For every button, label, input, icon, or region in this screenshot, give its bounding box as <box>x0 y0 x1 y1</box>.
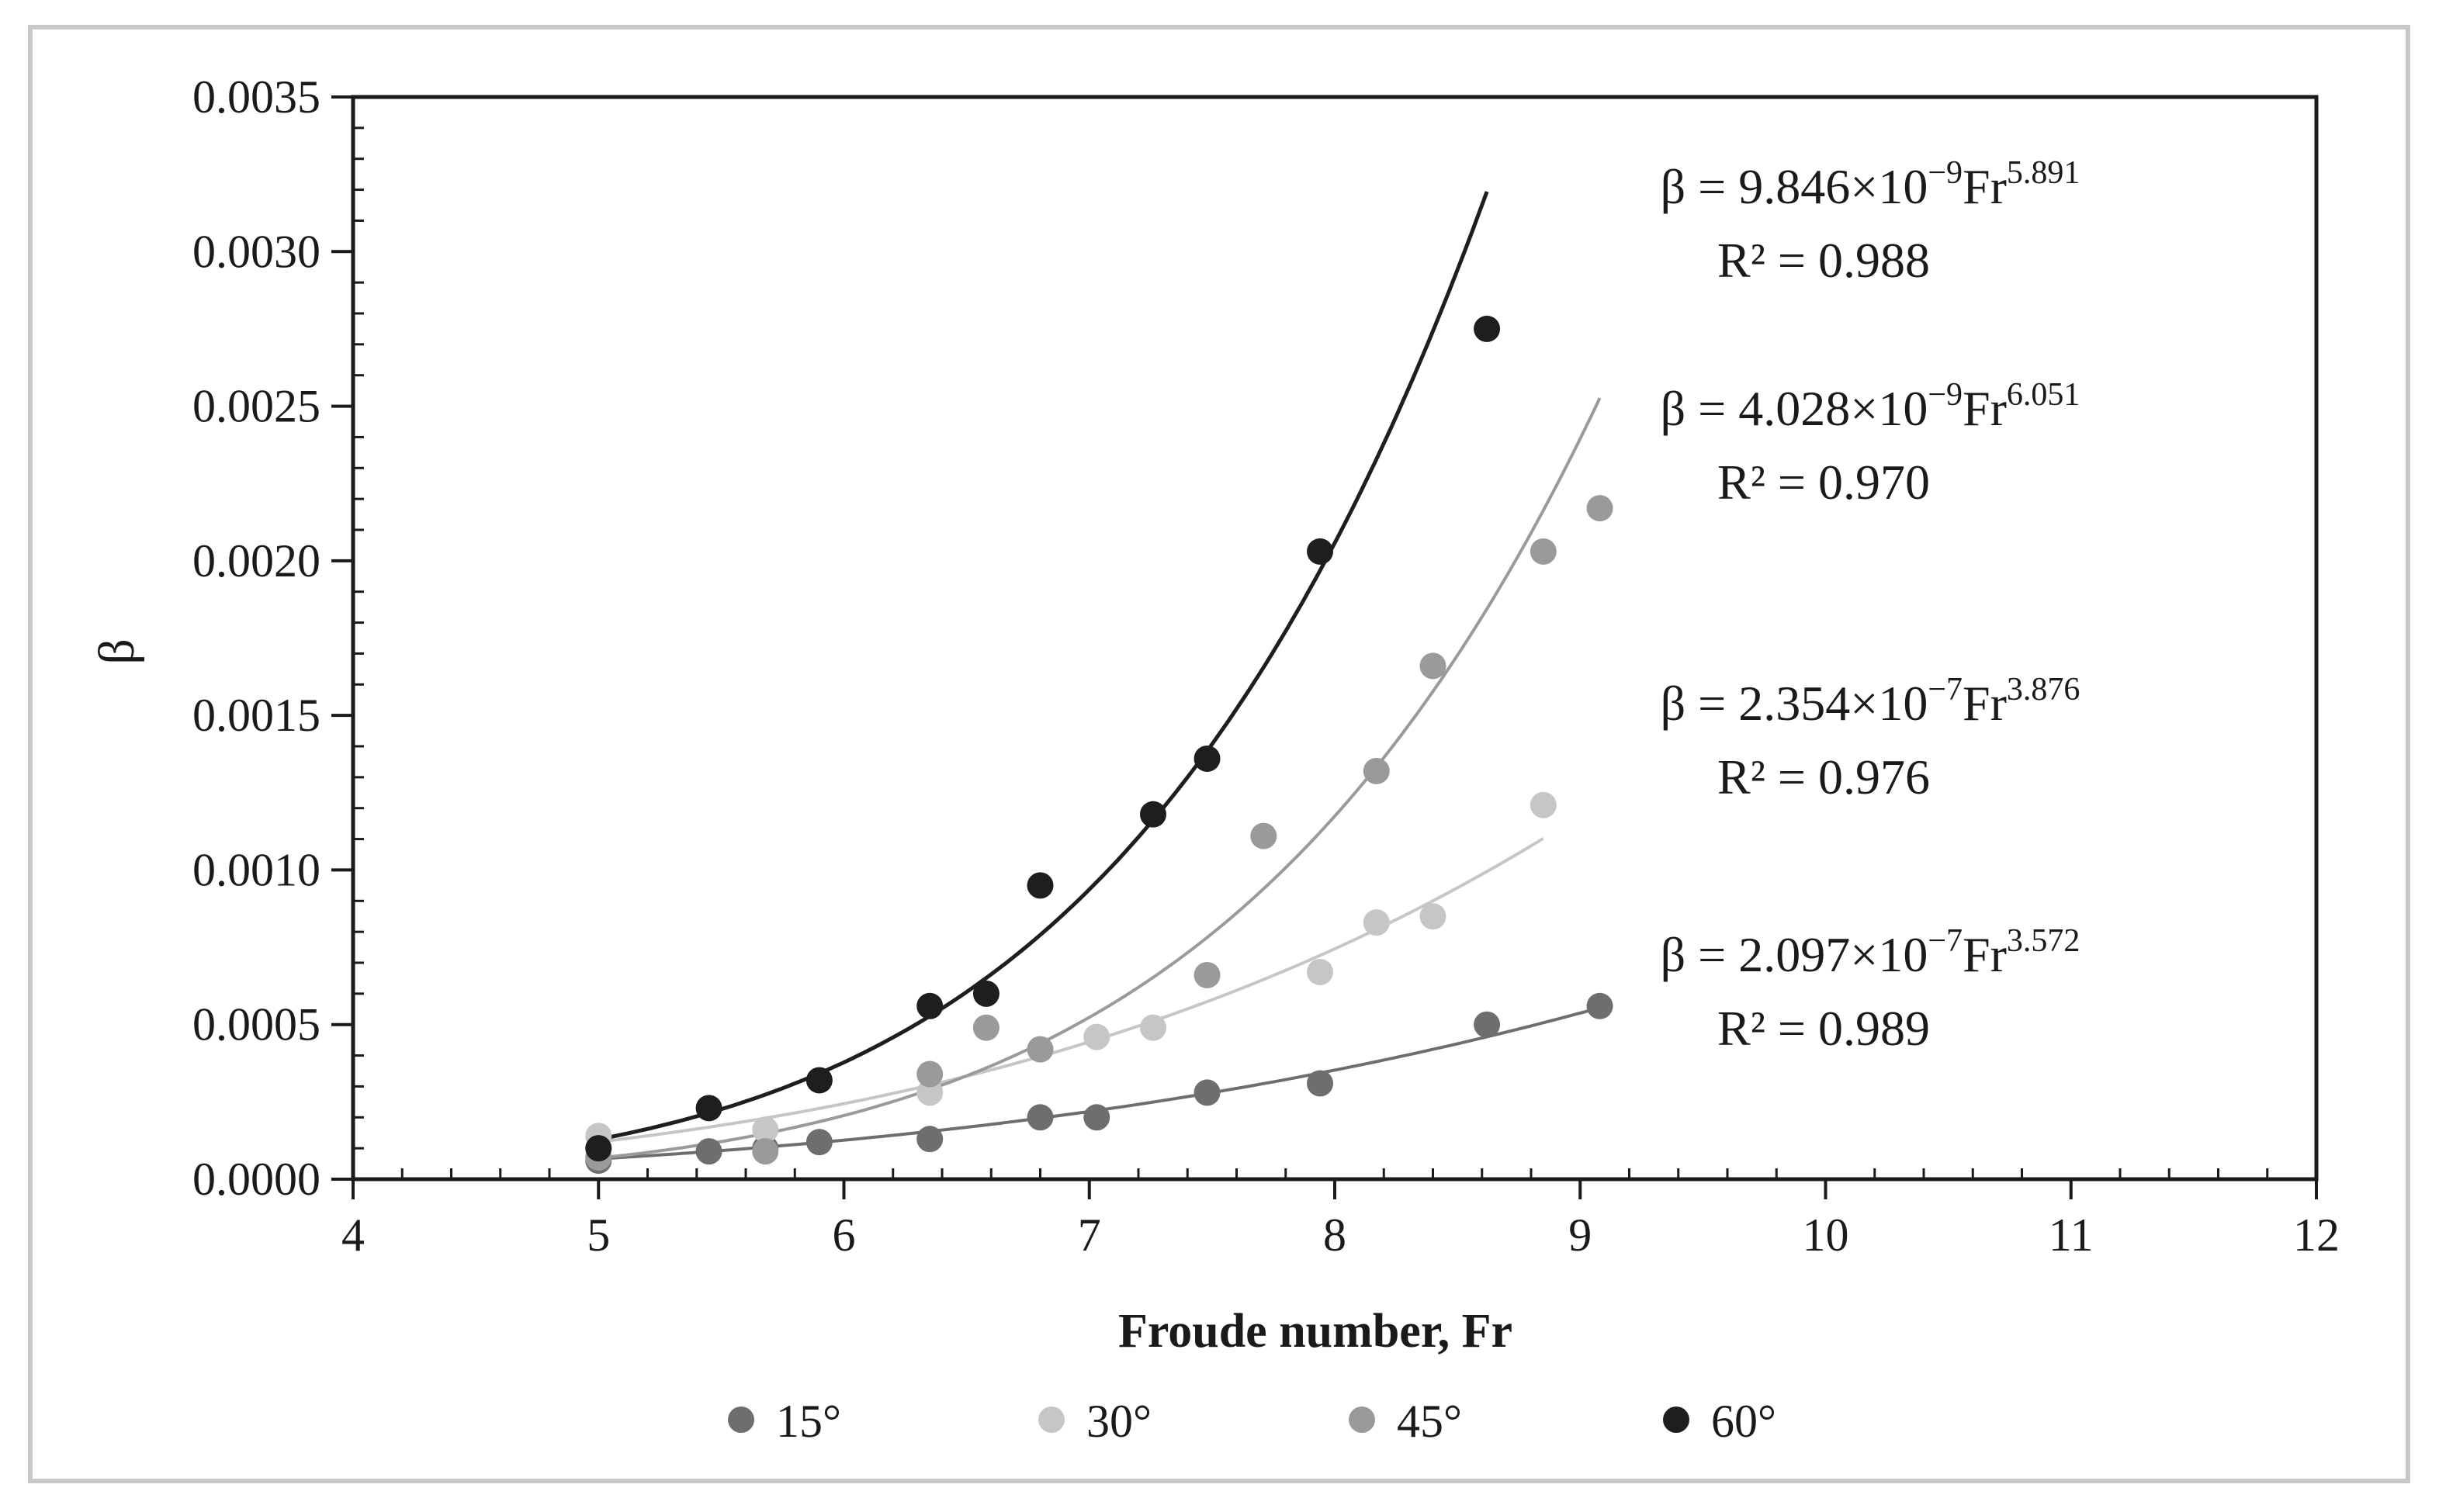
trend-r-squared: R² = 0.989 <box>1717 1001 1930 1056</box>
legend-label: 60° <box>1711 1396 1776 1447</box>
trend-equation: β = 2.097×10−7Fr3.572 <box>1661 923 2080 982</box>
equations: β = 2.097×10−7Fr3.572 R² = 0.989 β = 2.354… <box>1661 155 2080 1056</box>
data-point-60° <box>805 1067 833 1094</box>
y-tick-label: 0.0030 <box>192 226 320 277</box>
data-point-45° <box>1530 538 1557 565</box>
data-point-60° <box>1027 872 1054 899</box>
data-point-60° <box>1139 801 1166 828</box>
x-tick-label: 5 <box>587 1209 610 1261</box>
x-tick-label: 12 <box>2293 1209 2340 1261</box>
x-tick-label: 10 <box>1803 1209 1849 1261</box>
data-point-15° <box>1083 1104 1110 1131</box>
data-point-45° <box>1027 1036 1054 1063</box>
data-point-45° <box>1419 652 1446 680</box>
trend-equation: β = 2.354×10−7Fr3.876 <box>1661 672 2080 731</box>
trendlines <box>598 191 1602 1161</box>
trendline-30° <box>598 837 1544 1144</box>
data-point-30° <box>1363 909 1390 936</box>
legend-marker-60° <box>1663 1406 1689 1433</box>
x-tick-label: 7 <box>1078 1209 1101 1261</box>
trend-r-squared: R² = 0.976 <box>1717 749 1930 804</box>
trend-r-squared: R² = 0.970 <box>1717 455 1930 510</box>
data-point-30° <box>1139 1014 1166 1041</box>
trend-equation: β = 4.028×10−9Fr6.051 <box>1661 377 2080 436</box>
data-point-45° <box>1363 757 1390 784</box>
y-tick-label: 0.0005 <box>192 999 320 1050</box>
data-point-30° <box>1307 958 1334 985</box>
trendline-60° <box>598 191 1489 1141</box>
data-point-45° <box>916 1060 944 1088</box>
data-point-60° <box>1307 538 1334 565</box>
legend-marker-45° <box>1349 1406 1375 1433</box>
x-tick-label: 8 <box>1323 1209 1346 1261</box>
plot-area-border <box>351 95 2319 1182</box>
y-axis-title: β <box>88 638 145 665</box>
data-point-15° <box>1194 1079 1221 1106</box>
data-point-60° <box>585 1135 612 1162</box>
y-tick-label: 0.0020 <box>192 535 320 586</box>
x-tick-label: 11 <box>2049 1209 2094 1261</box>
y-tick-label: 0.0035 <box>192 71 320 123</box>
trend-equation: β = 9.846×10−9Fr5.891 <box>1661 155 2080 214</box>
data-point-45° <box>1586 495 1613 522</box>
data-point-15° <box>1586 992 1613 1019</box>
data-point-60° <box>695 1095 722 1122</box>
data-point-45° <box>1250 822 1277 849</box>
data-point-45° <box>1194 961 1221 988</box>
axes: 0.0000 0.0005 0.0010 0.0015 0.0020 0.0025 0.00… <box>192 71 2340 1261</box>
data-point-45° <box>972 1014 1000 1041</box>
data-point-60° <box>972 980 1000 1007</box>
data-point-15° <box>695 1138 722 1165</box>
x-tick-label: 9 <box>1568 1209 1592 1261</box>
data-point-30° <box>916 1079 944 1106</box>
data-points <box>585 315 1613 1175</box>
data-point-30° <box>1083 1023 1110 1050</box>
data-point-15° <box>1307 1070 1334 1097</box>
x-axis-title: Froude number, Fr <box>1118 1305 1512 1358</box>
data-point-60° <box>1474 315 1501 342</box>
legend-marker-15° <box>728 1406 754 1433</box>
y-tick-label: 0.0010 <box>192 844 320 895</box>
data-point-15° <box>1027 1104 1054 1131</box>
data-point-60° <box>916 992 944 1019</box>
data-point-60° <box>1194 745 1221 772</box>
data-point-30° <box>1530 791 1557 818</box>
x-tick-label: 6 <box>833 1209 856 1261</box>
x-tick-label: 4 <box>341 1209 365 1261</box>
data-point-30° <box>752 1116 779 1144</box>
data-point-15° <box>805 1129 833 1156</box>
legend-label: 15° <box>776 1396 841 1447</box>
y-tick-label: 0.0025 <box>192 381 320 432</box>
trend-r-squared: R² = 0.988 <box>1717 233 1930 288</box>
data-point-15° <box>916 1126 944 1153</box>
data-point-45° <box>752 1138 779 1165</box>
legend-label: 45° <box>1397 1396 1462 1447</box>
legend-label: 30° <box>1086 1396 1152 1447</box>
y-tick-label: 0.0000 <box>192 1154 320 1205</box>
y-tick-label: 0.0015 <box>192 690 320 741</box>
legend: 15° 30° 45° 60° <box>728 1396 1776 1447</box>
data-point-15° <box>1474 1011 1501 1038</box>
legend-marker-30° <box>1038 1406 1065 1433</box>
data-point-30° <box>1419 903 1446 930</box>
